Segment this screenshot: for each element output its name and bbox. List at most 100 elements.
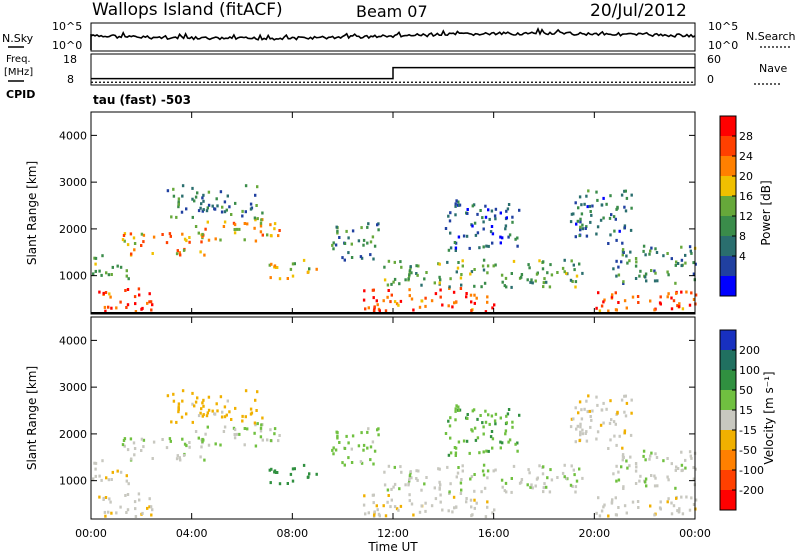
velocity-cell: [670, 501, 673, 505]
velocity-cell: [638, 479, 641, 483]
velocity-cell: [598, 514, 602, 518]
power-cell: [104, 309, 107, 313]
power-cell: [362, 298, 366, 302]
velocity-cell: [499, 440, 502, 444]
power-cell: [635, 260, 638, 264]
power-cell: [166, 189, 170, 193]
power-cell: [607, 242, 610, 245]
date-title: 20/Jul/2012: [590, 1, 687, 21]
velocity-cell: [486, 476, 489, 480]
power-cell: [620, 260, 623, 264]
velocity-cell: [137, 492, 141, 496]
power-cell: [649, 249, 652, 253]
power-cell: [680, 245, 683, 249]
velocity-cell: [376, 428, 379, 432]
power-cell: [574, 285, 577, 289]
power-cell: [486, 300, 489, 304]
velocity-cell: [676, 467, 680, 470]
power-cell: [485, 244, 488, 248]
velocity-cell: [233, 428, 237, 432]
power-cell: [226, 194, 229, 198]
power-cell: [111, 265, 114, 269]
velocity-ylabel: Slant Range [km]: [25, 366, 39, 470]
power-cell: [637, 301, 640, 304]
velocity-cell: [191, 402, 194, 406]
power-cell: [125, 269, 128, 273]
power-cell: [505, 209, 508, 213]
power-cell: [455, 270, 458, 274]
power-cell: [684, 253, 687, 257]
power-cell: [335, 225, 338, 229]
velocity-cell: [193, 404, 196, 408]
power-cell: [680, 258, 684, 262]
power-cell: [585, 225, 588, 229]
velocity-cell: [176, 454, 179, 458]
velocity-cell: [127, 482, 130, 486]
velocity-cell: [461, 464, 464, 468]
velocity-cell: [377, 433, 380, 437]
velocity-cell: [510, 490, 513, 494]
velocity-cell: [602, 421, 605, 425]
velocity-cell: [334, 448, 338, 452]
velocity-cell: [390, 498, 393, 502]
xaxis-label: Time UT: [367, 540, 418, 554]
velocity-cell: [670, 512, 674, 516]
velocity-cell: [529, 485, 532, 489]
power-cell: [409, 265, 412, 269]
velocity-cell: [670, 462, 673, 466]
power-cell: [575, 222, 578, 226]
velocity-cell: [253, 421, 257, 425]
power-cell: [579, 225, 582, 229]
power-cell: [454, 249, 457, 252]
power-cell: [470, 309, 473, 313]
power-cell: [425, 271, 428, 274]
velocity-cell: [572, 468, 575, 472]
velocity-cell: [612, 472, 615, 476]
power-cell: [383, 278, 387, 282]
power-cell: [367, 222, 370, 226]
power-cell: [462, 234, 466, 238]
power-cell: [408, 273, 411, 277]
velocity-cell: [183, 442, 187, 446]
power-cell: [254, 218, 257, 222]
power-cell: [148, 292, 151, 296]
power-cell: [501, 236, 504, 240]
power-cell: [499, 235, 502, 239]
ytick-label: 3000: [59, 381, 87, 394]
velocity-cell: [220, 415, 224, 419]
power-cell: [433, 281, 436, 285]
velocity-cell: [581, 432, 584, 436]
velocity-cell: [586, 410, 589, 414]
velocity-cell: [188, 445, 191, 449]
power-cell: [675, 260, 678, 264]
power-cell: [493, 214, 497, 218]
velocity-cell: [607, 447, 610, 450]
power-cell: [191, 186, 194, 190]
power-cell: [681, 307, 685, 311]
power-cell: [672, 299, 676, 303]
power-cell: [92, 272, 95, 276]
power-cell: [624, 209, 628, 213]
ytick-label: 1000: [59, 475, 87, 488]
power-cell: [565, 271, 568, 275]
power-cell: [563, 270, 566, 274]
velocity-cell: [254, 444, 258, 448]
velocity-cell: [238, 432, 241, 436]
nave-label: Nave: [759, 62, 787, 75]
velocity-cell: [457, 440, 461, 444]
power-cell: [119, 265, 123, 269]
power-cell: [504, 276, 508, 280]
power-cell: [181, 194, 184, 198]
velocity-cell: [482, 473, 486, 477]
power-cell: [197, 231, 200, 235]
power-cell: [331, 243, 334, 247]
power-cell: [276, 266, 279, 269]
velocity-cell: [243, 443, 246, 447]
power-cell: [201, 232, 204, 236]
velocity-cell: [185, 412, 188, 416]
velocity-cell: [377, 427, 380, 431]
power-cell: [457, 200, 460, 204]
power-cell: [399, 299, 403, 303]
power-cell: [499, 211, 502, 215]
power-cell: [494, 217, 497, 221]
